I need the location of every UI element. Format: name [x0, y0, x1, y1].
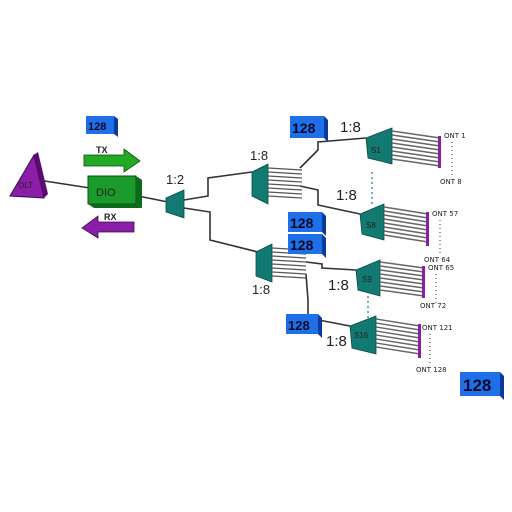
s16-ont-first: ONT 121: [422, 324, 453, 332]
s16-ont-last: ONT 128: [416, 366, 447, 374]
s1-ont-last: ONT 8: [440, 178, 462, 186]
main-splitter: 1:2: [165, 172, 185, 219]
badge-mid-a-value: 128: [290, 215, 314, 231]
s8-ont-last: ONT 64: [424, 256, 451, 264]
badge-top-value: 128: [292, 120, 316, 136]
badge-bottom-right: 128: [460, 372, 504, 400]
trunk-lines: [37, 137, 367, 327]
dio-node: DIO: [87, 175, 142, 208]
tx-arrow: TX: [83, 145, 141, 173]
s9-ont-last: ONT 72: [420, 302, 446, 310]
branch-splitter-top: 1:8: [250, 148, 303, 205]
tx-label: TX: [96, 145, 108, 155]
s9-ratio-label: 1:8: [328, 277, 349, 294]
badge-mid-b-value: 128: [290, 237, 314, 253]
dio-label: DIO: [96, 187, 116, 199]
s8-label: S8: [366, 221, 376, 230]
splitter-s9: S9 1:8 ONT 65 ONT 72: [328, 259, 454, 318]
s9-ont-first: ONT 65: [428, 264, 454, 272]
badge-bottom: 128: [286, 314, 322, 338]
branch-top-ratio-label: 1:8: [250, 148, 268, 163]
rx-arrow: RX: [81, 212, 135, 239]
badge-bottom-value: 128: [288, 318, 310, 333]
rx-label: RX: [104, 212, 117, 222]
badge-bottom-right-value: 128: [463, 376, 491, 395]
s1-label: S1: [371, 146, 381, 155]
s9-label: S9: [362, 275, 372, 284]
badge-mid-a: 128: [288, 212, 326, 236]
main-ratio-label: 1:2: [166, 172, 184, 187]
splitter-s1: S1 1:8 ONT 1 ONT 8: [340, 119, 466, 186]
badge-top: 128: [290, 116, 328, 142]
s16-ratio-label: 1:8: [326, 333, 347, 350]
s16-label: S16: [354, 331, 369, 340]
splitter-s16: S16 1:8 ONT 121 ONT 128: [326, 315, 453, 374]
badge-mid-b: 128: [288, 234, 326, 258]
olt-label: OLT: [18, 181, 33, 190]
s8-ratio-label: 1:8: [336, 187, 357, 204]
badge-left: 128: [86, 116, 118, 137]
branch-bottom-ratio-label: 1:8: [252, 282, 270, 297]
s8-ont-first: ONT 57: [432, 210, 458, 218]
s1-ont-first: ONT 1: [444, 132, 466, 140]
splitter-s8: S8 1:8 ONT 57 ONT 64: [336, 172, 458, 264]
olt-node: OLT: [9, 152, 48, 199]
s1-ratio-label: 1:8: [340, 119, 361, 136]
badge-left-value: 128: [88, 121, 106, 133]
